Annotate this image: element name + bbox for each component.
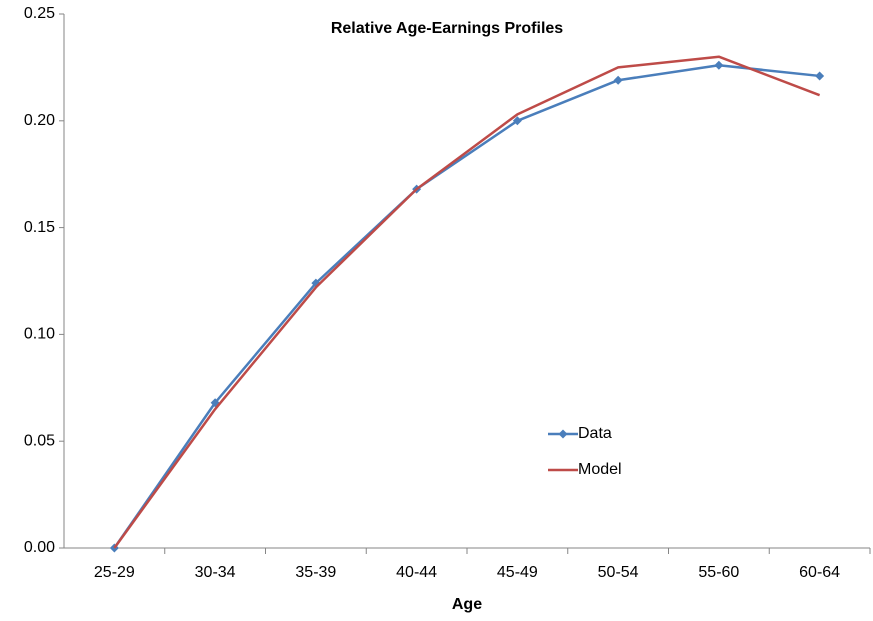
y-tick-label: 0.10 <box>24 326 55 343</box>
x-tick-label: 30-34 <box>195 564 236 581</box>
line-series <box>113 55 821 549</box>
x-tick-label: 25-29 <box>94 564 135 581</box>
x-tick-label: 60-64 <box>799 564 840 581</box>
legend-label: Model <box>578 461 622 478</box>
y-tick-label: 0.05 <box>24 432 55 449</box>
data-point <box>613 75 623 85</box>
data-point <box>815 71 825 81</box>
y-tick-label: 0.00 <box>24 539 55 556</box>
x-tick-label: 45-49 <box>497 564 538 581</box>
legend-label: Data <box>578 425 612 442</box>
x-tick-label: 55-60 <box>698 564 739 581</box>
y-tick-label: 0.20 <box>24 112 55 129</box>
x-tick-label: 35-39 <box>295 564 336 581</box>
legend-marker <box>558 429 568 439</box>
x-axis-label: Age <box>452 596 482 613</box>
x-tick-label: 40-44 <box>396 564 437 581</box>
y-tick-label: 0.25 <box>24 5 55 22</box>
x-tick-label: 50-54 <box>598 564 639 581</box>
line-series <box>113 64 820 549</box>
y-tick-label: 0.15 <box>24 219 55 236</box>
data-point <box>714 60 724 70</box>
data-point <box>512 116 522 126</box>
chart-title: Relative Age-Earnings Profiles <box>331 20 563 37</box>
